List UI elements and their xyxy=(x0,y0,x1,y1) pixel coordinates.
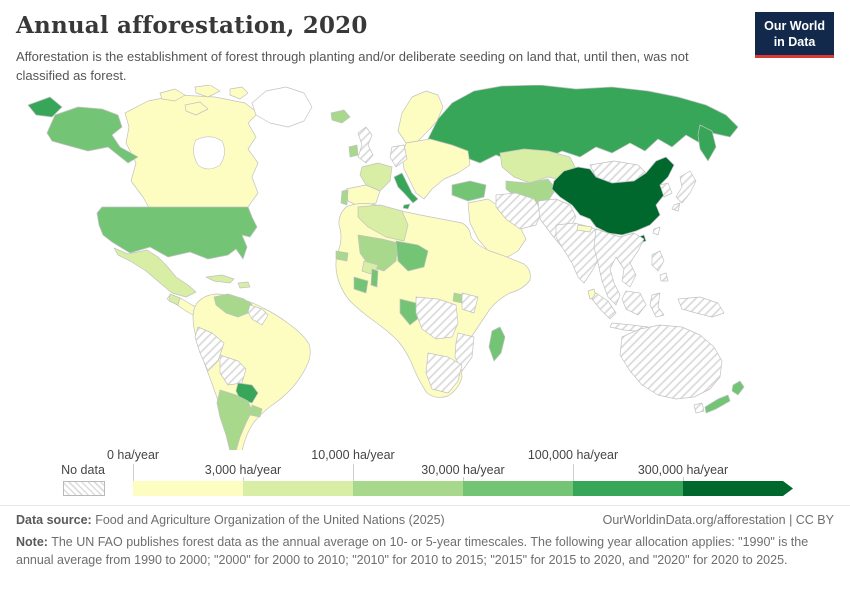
country-portugal[interactable] xyxy=(340,189,349,206)
country-new-zealand-south[interactable] xyxy=(704,394,731,414)
country-canada-arctic-2[interactable] xyxy=(194,84,221,98)
legend-no-data-swatch[interactable] xyxy=(63,481,105,496)
country-mexico[interactable] xyxy=(113,247,197,298)
country-bolivia[interactable] xyxy=(219,354,247,386)
chart-header: Annual afforestation, 2020 Afforestation… xyxy=(16,12,834,86)
footer-note: Note: The UN FAO publishes forest data a… xyxy=(16,533,834,569)
legend-tick-line xyxy=(353,464,354,481)
chart-subtitle: Afforestation is the establishment of fo… xyxy=(16,49,689,83)
country-japan[interactable] xyxy=(675,170,697,204)
legend-tick-300000: 300,000 ha/year xyxy=(633,463,733,477)
legend-bin-2[interactable] xyxy=(353,481,463,496)
legend-bin-1[interactable] xyxy=(243,481,353,496)
legend-bin-4[interactable] xyxy=(573,481,683,496)
country-taiwan[interactable] xyxy=(652,226,661,236)
country-mozambique[interactable] xyxy=(454,332,475,372)
country-alaska[interactable] xyxy=(46,106,139,164)
country-uruguay[interactable] xyxy=(249,404,263,418)
country-philippines[interactable] xyxy=(651,250,665,272)
legend-tick-100000: 100,000 ha/year xyxy=(527,448,619,462)
country-indonesia-sumatra[interactable] xyxy=(591,292,617,320)
legend-tick-line xyxy=(133,464,134,481)
hudson-bay xyxy=(193,136,225,170)
country-senegal[interactable] xyxy=(335,250,349,262)
legend-tick-line xyxy=(573,464,574,481)
country-algeria[interactable] xyxy=(357,204,409,242)
country-guatemala[interactable] xyxy=(168,293,181,306)
chart-title: Annual afforestation, 2020 xyxy=(16,12,368,39)
owid-link[interactable]: OurWorldinData.org/afforestation | CC BY xyxy=(602,513,834,527)
country-southern-africa[interactable] xyxy=(425,352,463,394)
country-russia-kamchatka[interactable] xyxy=(697,124,717,162)
country-turkey[interactable] xyxy=(451,180,487,202)
country-philippines-south[interactable] xyxy=(659,272,669,282)
owid-logo[interactable]: Our World in Data xyxy=(755,12,834,58)
country-guyana[interactable] xyxy=(247,304,269,326)
country-russia[interactable] xyxy=(427,84,739,164)
footer-source-row: Data source: Food and Agriculture Organi… xyxy=(16,513,834,527)
country-japan-south[interactable] xyxy=(671,202,681,212)
country-southeast-asia[interactable] xyxy=(593,228,645,306)
world-map xyxy=(0,84,850,458)
legend-tick-30000: 30,000 ha/year xyxy=(417,463,509,477)
legend-tick-3000: 3,000 ha/year xyxy=(200,463,286,477)
country-cote-divoire[interactable] xyxy=(353,276,369,294)
country-france[interactable] xyxy=(359,162,393,192)
data-source-value: Food and Agriculture Organization of the… xyxy=(91,513,445,527)
country-kenya[interactable] xyxy=(461,292,479,314)
country-uk[interactable] xyxy=(357,126,374,164)
world-map-svg xyxy=(27,84,745,458)
country-nepal-bhutan[interactable] xyxy=(576,224,593,233)
country-canada-arctic-4[interactable] xyxy=(184,101,209,116)
country-canada-arctic-1[interactable] xyxy=(159,88,186,102)
country-tasmania[interactable] xyxy=(693,402,705,414)
note-label: Note: xyxy=(16,535,48,549)
country-italy[interactable] xyxy=(393,172,419,204)
country-madagascar[interactable] xyxy=(488,326,506,362)
legend-bin-0[interactable] xyxy=(133,481,243,496)
country-iran[interactable] xyxy=(495,192,543,230)
country-benin[interactable] xyxy=(370,268,379,288)
country-ireland[interactable] xyxy=(348,144,359,158)
note-text: The UN FAO publishes forest data as the … xyxy=(16,535,809,568)
country-russia-chukotka[interactable] xyxy=(27,96,63,118)
country-peru[interactable] xyxy=(194,326,225,372)
footer-divider xyxy=(0,505,850,506)
country-venezuela[interactable] xyxy=(213,293,253,318)
country-east-europe[interactable] xyxy=(401,138,471,200)
country-niger[interactable] xyxy=(395,240,429,272)
country-australia[interactable] xyxy=(619,324,723,400)
country-korea[interactable] xyxy=(659,182,673,198)
country-germany[interactable] xyxy=(389,144,408,168)
owid-logo-line1: Our World xyxy=(764,19,825,33)
country-new-zealand-north[interactable] xyxy=(731,380,745,396)
country-indonesia-borneo[interactable] xyxy=(621,290,647,316)
country-usa[interactable] xyxy=(96,206,258,260)
country-indonesia-sulawesi[interactable] xyxy=(649,292,665,318)
country-italy-sicily[interactable] xyxy=(402,203,411,210)
country-argentina[interactable] xyxy=(216,389,253,452)
legend-bin-5[interactable] xyxy=(683,481,793,496)
legend-bin-3[interactable] xyxy=(463,481,573,496)
data-source-text: Data source: Food and Agriculture Organi… xyxy=(16,513,445,527)
map-legend: No data 0 ha/year 3,000 ha/year 10,000 h… xyxy=(16,448,834,500)
data-source-label: Data source: xyxy=(16,513,92,527)
country-canada[interactable] xyxy=(124,94,259,222)
legend-tick-0: 0 ha/year xyxy=(106,448,160,462)
country-canada-arctic-3[interactable] xyxy=(229,86,249,100)
country-greenland[interactable] xyxy=(251,86,313,128)
legend-no-data-label: No data xyxy=(61,463,105,477)
country-iceland[interactable] xyxy=(330,109,351,124)
country-congo-gabon[interactable] xyxy=(399,298,421,326)
country-new-guinea[interactable] xyxy=(677,296,725,318)
country-spain[interactable] xyxy=(345,184,381,208)
country-cuba[interactable] xyxy=(205,274,235,284)
owid-logo-line2: in Data xyxy=(773,35,816,49)
legend-color-bar xyxy=(133,481,793,496)
country-drc[interactable] xyxy=(415,296,459,340)
legend-tick-10000: 10,000 ha/year xyxy=(311,448,395,462)
country-hispaniola[interactable] xyxy=(237,281,251,289)
